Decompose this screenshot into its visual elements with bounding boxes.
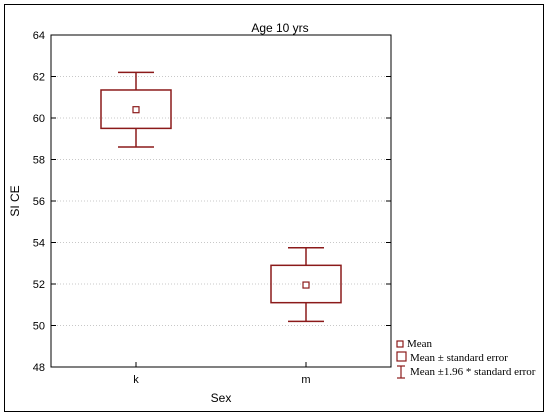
legend-label-ci: Mean ±1.96 * standard error [410, 366, 536, 378]
se-box [100, 89, 172, 130]
y-axis: 48 50 52 54 56 58 60 62 64 [33, 30, 391, 374]
y-axis-label: SI CE [8, 185, 22, 216]
mean-marker [132, 106, 140, 114]
box-group-k [100, 71, 172, 148]
y-tick-label: 48 [33, 362, 45, 374]
mean-marker [302, 281, 310, 289]
legend-label-se: Mean ± standard error [410, 352, 508, 364]
y-tick-label: 52 [33, 279, 45, 291]
legend-mean-marker [396, 340, 404, 348]
x-axis-label: Sex [211, 391, 232, 405]
y-tick-label: 62 [33, 72, 45, 84]
plot-area-border [50, 34, 392, 368]
box-marks [100, 71, 342, 323]
x-tick-label: k [133, 374, 139, 386]
chart-frame: Age 10 yrs SI CE Sex 48 50 52 54 56 58 60 62 64 … [4, 4, 544, 412]
legend-label-mean: Mean [407, 338, 433, 350]
chart-title: Age 10 yrs [251, 21, 308, 35]
se-box [270, 264, 342, 304]
y-tick-label: 54 [33, 238, 45, 250]
box-plot-chart: Age 10 yrs SI CE Sex 485052545658606264 … [8, 21, 536, 405]
y-tick-label: 60 [33, 113, 45, 125]
legend: Mean Mean ± standard error Mean ±1.96 * st… [396, 338, 536, 379]
legend-se-box [396, 351, 407, 362]
box-group-m [270, 246, 342, 323]
y-tick-label: 58 [33, 155, 45, 167]
y-tick-label: 64 [33, 30, 45, 42]
grid-lines [51, 76, 391, 326]
y-tick-label: 50 [33, 321, 45, 333]
y-tick-label: 56 [33, 196, 45, 208]
x-tick-label: m [301, 374, 310, 386]
